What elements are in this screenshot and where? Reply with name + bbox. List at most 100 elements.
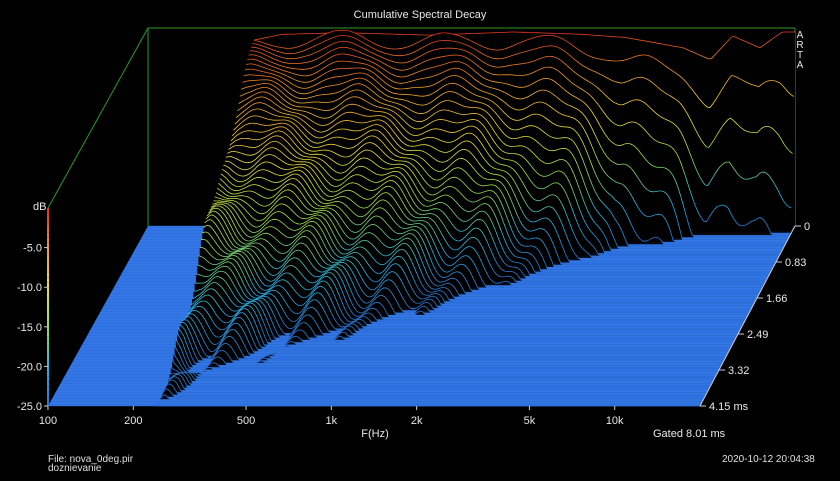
slice-line bbox=[284, 251, 288, 254]
slice-line bbox=[620, 204, 624, 209]
slice-line bbox=[259, 156, 263, 160]
slice-line bbox=[305, 175, 310, 180]
slice-line bbox=[502, 121, 507, 126]
slice-line bbox=[307, 184, 311, 190]
slice-line bbox=[362, 149, 366, 152]
slice-line bbox=[385, 47, 389, 49]
slice-line bbox=[681, 166, 686, 175]
slice-line bbox=[498, 169, 502, 171]
slice-line bbox=[382, 268, 386, 272]
slice-line bbox=[441, 304, 445, 307]
slice-line bbox=[692, 199, 696, 207]
slice-line bbox=[534, 220, 538, 223]
slice-line bbox=[351, 89, 355, 92]
slice-line bbox=[514, 271, 518, 275]
slice-line bbox=[228, 230, 232, 236]
slice-line bbox=[393, 188, 398, 193]
slice-line bbox=[525, 115, 529, 118]
slice-line bbox=[483, 168, 487, 172]
slice-line bbox=[242, 174, 249, 177]
slice-line bbox=[430, 213, 434, 215]
slice-line bbox=[467, 98, 471, 101]
slice-line bbox=[491, 80, 495, 83]
slice-line bbox=[443, 91, 447, 94]
slice-line bbox=[371, 46, 375, 50]
slice-line bbox=[595, 101, 599, 106]
slice-line bbox=[417, 287, 422, 293]
slice-line bbox=[384, 75, 389, 79]
slice-line bbox=[747, 82, 751, 85]
slice-line bbox=[512, 266, 519, 269]
slice-line bbox=[258, 41, 262, 43]
slice-line bbox=[364, 198, 368, 200]
slice-line bbox=[359, 151, 363, 154]
slice-line bbox=[362, 78, 366, 80]
slice-line bbox=[299, 106, 311, 108]
slice-line bbox=[401, 104, 405, 107]
slice-line bbox=[209, 210, 213, 214]
slice-line bbox=[257, 265, 261, 271]
slice-line bbox=[471, 190, 475, 194]
slice-line bbox=[293, 112, 297, 114]
slice-line bbox=[258, 277, 263, 283]
slice-line bbox=[606, 77, 610, 80]
slice-line bbox=[270, 213, 274, 217]
slice-line bbox=[745, 81, 749, 84]
slice-line bbox=[314, 221, 319, 225]
slice-line bbox=[355, 159, 359, 163]
slice-line bbox=[422, 276, 427, 283]
slice-line bbox=[314, 58, 318, 61]
slice-line bbox=[500, 118, 504, 123]
slice-line bbox=[730, 117, 734, 121]
slice-line bbox=[292, 288, 297, 293]
slice-line bbox=[338, 207, 342, 211]
slice-line bbox=[254, 161, 258, 166]
slice-line bbox=[771, 233, 775, 236]
slice-line bbox=[465, 246, 469, 249]
slice-line bbox=[650, 237, 654, 240]
slice-line bbox=[283, 177, 287, 181]
slice-line bbox=[468, 269, 472, 276]
slice-line bbox=[515, 119, 521, 121]
slice-line bbox=[437, 273, 441, 277]
slice-line bbox=[276, 126, 280, 128]
slice-line bbox=[690, 88, 695, 93]
slice-line bbox=[564, 115, 568, 117]
slice-line bbox=[295, 125, 299, 129]
slice-line bbox=[609, 159, 613, 162]
slice-line bbox=[573, 213, 577, 222]
slice-line bbox=[487, 113, 492, 117]
slice-line bbox=[387, 180, 391, 182]
slice-line bbox=[280, 96, 284, 100]
slice-line bbox=[387, 299, 391, 305]
slice-line bbox=[555, 249, 559, 257]
slice-line bbox=[300, 201, 305, 206]
slice-line bbox=[392, 219, 397, 224]
slice-line bbox=[538, 68, 542, 71]
slice-line bbox=[490, 87, 494, 89]
slice-line bbox=[575, 96, 579, 99]
slice-line bbox=[249, 197, 253, 200]
slice-line bbox=[392, 67, 396, 70]
slice-line bbox=[658, 60, 662, 64]
slice-line bbox=[251, 172, 256, 176]
slice-line bbox=[318, 35, 322, 38]
slice-line bbox=[228, 156, 235, 159]
slice-line bbox=[271, 235, 276, 239]
slice-line bbox=[365, 206, 369, 209]
slice-line bbox=[429, 154, 433, 158]
slice-line bbox=[259, 75, 266, 77]
slice-line bbox=[343, 147, 347, 149]
slice-line bbox=[642, 240, 645, 242]
slice-line bbox=[578, 150, 582, 157]
slice-line bbox=[435, 290, 439, 292]
slice-line bbox=[445, 263, 449, 266]
slice-line bbox=[601, 216, 605, 221]
slice-line bbox=[447, 194, 451, 197]
slice-line bbox=[319, 234, 323, 241]
slice-line bbox=[248, 204, 252, 208]
slice-line bbox=[489, 196, 493, 200]
slice-line bbox=[292, 134, 297, 139]
slice-line bbox=[550, 221, 555, 227]
slice-line bbox=[461, 274, 466, 279]
